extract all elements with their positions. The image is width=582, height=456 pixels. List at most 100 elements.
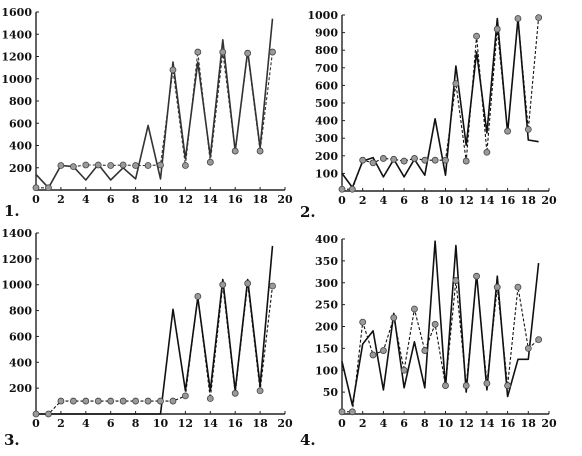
y-tick-label: 600: [9, 330, 32, 343]
data-point: [400, 157, 408, 165]
x-tick-label: 4: [380, 417, 388, 430]
data-point: [132, 162, 140, 169]
data-point: [82, 161, 90, 169]
series-2-line: [342, 17, 540, 190]
data-point: [256, 147, 264, 155]
data-point: [94, 161, 102, 169]
data-point: [504, 382, 512, 389]
y-tick-label: 1200: [1, 51, 32, 64]
panel-2: 0 2 4 6 8 10 12 14 16 18 20 100 200 300 400 500 600 700 80…: [300, 9, 557, 221]
x-tick-label: 20: [541, 417, 557, 430]
data-point: [390, 155, 398, 163]
x-tick-label: 16: [500, 417, 516, 430]
panel-label: 1.: [4, 202, 20, 220]
data-point: [338, 408, 346, 416]
y-tick-label: 100: [315, 364, 338, 377]
y-tick-label: 1600: [1, 6, 32, 19]
y-tick-label: 500: [315, 97, 338, 110]
data-point: [369, 159, 377, 167]
x-tick-label: 12: [178, 417, 193, 430]
data-point: [32, 184, 40, 192]
x-tick-label: 20: [541, 194, 557, 207]
x-tick-label: 4: [380, 194, 388, 207]
x-tick-label: 12: [178, 193, 193, 206]
data-point: [431, 320, 439, 328]
data-point: [94, 397, 102, 405]
panel-label: 4.: [300, 431, 316, 449]
data-point: [493, 283, 501, 291]
data-point: [379, 155, 387, 162]
y-tick-label: 1000: [307, 9, 338, 22]
data-point: [452, 80, 460, 88]
x-tick-label: 10: [153, 193, 169, 206]
data-point: [359, 156, 367, 164]
data-point: [194, 48, 202, 56]
data-point: [157, 161, 164, 169]
panel-label: 2.: [300, 203, 316, 221]
x-tick-label: 2: [359, 417, 367, 430]
data-point: [82, 397, 90, 405]
x-tick-label: 12: [459, 194, 474, 207]
x-tick-label: 8: [421, 194, 429, 207]
y-tick-label: 200: [9, 382, 32, 395]
data-point: [119, 161, 127, 169]
y-tick-label: 200: [9, 162, 32, 175]
data-point: [514, 283, 522, 291]
data-point: [69, 397, 77, 405]
x-tick-label: 2: [57, 193, 65, 206]
data-point: [411, 305, 418, 313]
data-point: [269, 48, 276, 56]
y-tick-label: 900: [315, 27, 338, 40]
series-1-line: [35, 18, 274, 189]
x-tick-label: 0: [32, 417, 40, 430]
data-point: [359, 318, 367, 326]
data-point: [219, 48, 227, 56]
data-point: [524, 125, 532, 133]
y-tick-label: 300: [315, 277, 338, 290]
y-tick-label: 1000: [1, 73, 32, 86]
data-point: [462, 382, 470, 389]
data-point: [535, 14, 543, 22]
data-point: [32, 410, 40, 418]
data-point: [256, 387, 264, 395]
data-point: [244, 49, 252, 57]
x-tick-label: 10: [438, 417, 454, 430]
data-point: [144, 162, 152, 169]
x-tick-label: 8: [132, 193, 140, 206]
series-1-line: [341, 240, 540, 407]
data-point: [493, 25, 501, 33]
x-tick-label: 18: [252, 193, 268, 206]
data-point: [390, 314, 398, 322]
data-point: [57, 162, 65, 169]
y-tick-label: 600: [315, 79, 338, 92]
data-point: [206, 395, 214, 402]
panel-4: 0 2 4 6 8 10 12 14 16 18 20 50 100 150 200 250 300 350 400…: [300, 233, 557, 449]
y-tick-label: 350: [315, 255, 338, 268]
data-point: [421, 156, 429, 164]
x-tick-label: 0: [338, 417, 346, 430]
x-tick-label: 10: [153, 417, 169, 430]
data-point: [144, 397, 152, 405]
data-point: [231, 147, 239, 155]
data-point: [462, 157, 470, 165]
data-point: [379, 347, 387, 354]
data-point: [411, 155, 418, 162]
y-tick-label: 1200: [1, 253, 32, 266]
y-tick-label: 50: [323, 386, 339, 399]
data-point: [45, 410, 52, 418]
x-tick-label: 0: [32, 193, 40, 206]
x-tick-label: 6: [400, 194, 408, 207]
y-tick-label: 1400: [1, 28, 32, 41]
y-tick-label: 400: [9, 140, 32, 153]
data-point: [45, 184, 52, 192]
x-tick-label: 18: [252, 417, 268, 430]
data-point: [181, 162, 189, 169]
panel-1: 0 2 4 6 8 10 12 14 16 18 20 200 400 600 800 1000 1200 140…: [1, 6, 293, 220]
x-tick-label: 20: [277, 417, 293, 430]
x-tick-label: 16: [500, 194, 516, 207]
data-point: [157, 397, 164, 405]
x-tick-label: 0: [338, 194, 346, 207]
x-tick-label: 14: [203, 193, 219, 206]
y-tick-label: 1000: [1, 279, 32, 292]
